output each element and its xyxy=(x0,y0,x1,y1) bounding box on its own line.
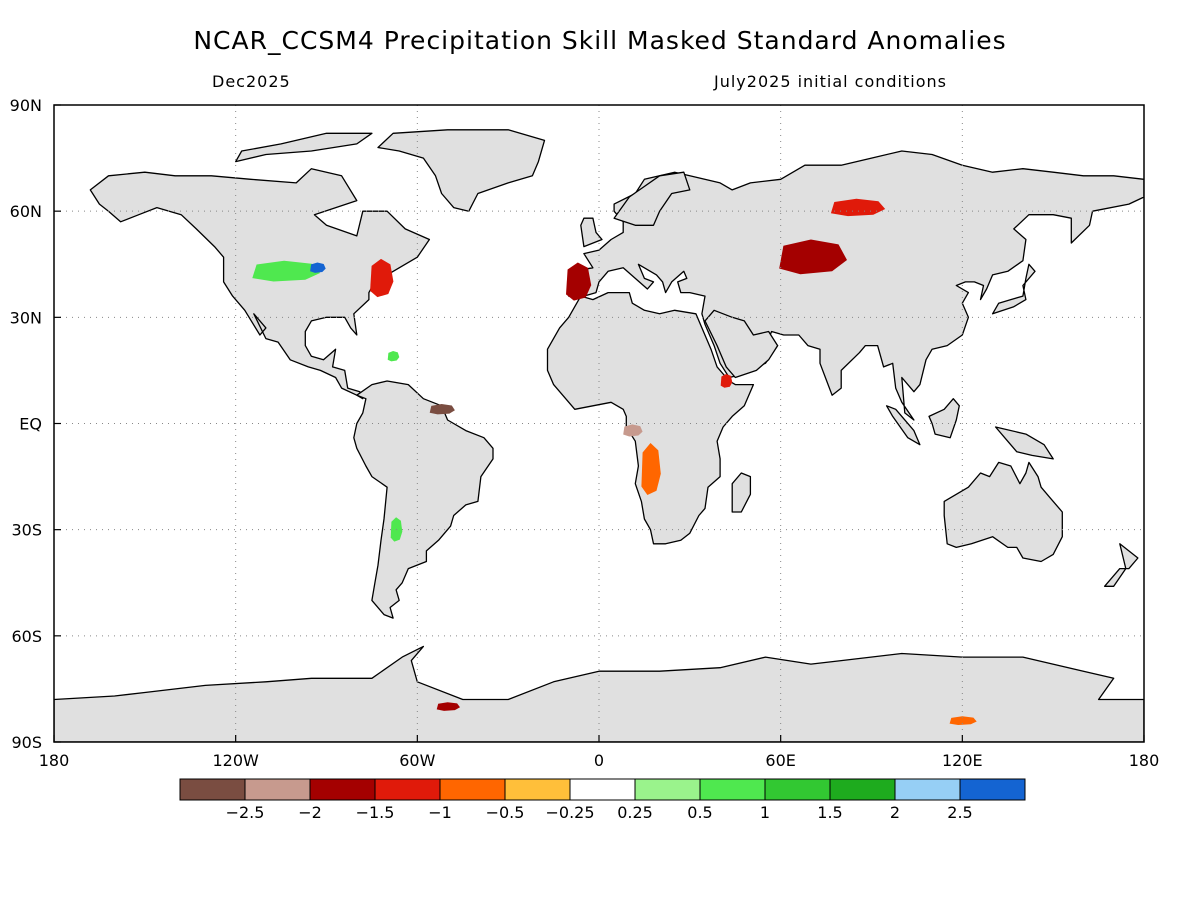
lon-tick-label: 180 xyxy=(1129,751,1160,770)
colorbar-swatch xyxy=(959,778,1026,801)
lat-tick-label: 30N xyxy=(10,308,42,327)
anomaly-horn-africa-dry xyxy=(720,374,733,388)
colorbar-swatch xyxy=(504,778,571,801)
anomaly-great-lakes-wet xyxy=(310,262,326,273)
colorbar-label: 0.5 xyxy=(687,803,712,822)
anomaly-us-northeast-dry xyxy=(370,258,394,298)
lat-tick-label: 90S xyxy=(11,733,42,752)
lon-tick-label: 60W xyxy=(399,751,435,770)
anomaly-guiana-dry xyxy=(429,404,455,415)
colorbar-swatch xyxy=(309,778,376,801)
colorbar-swatch xyxy=(569,778,636,801)
anomaly-angola-dry xyxy=(641,443,661,495)
colorbar-label: 0.25 xyxy=(617,803,653,822)
anomaly-layer xyxy=(252,198,977,725)
anomaly-antarctica-dry-2 xyxy=(949,716,977,725)
colorbar: −2.5 −2 −1.5 −1 −0.5 −0.25 0.25 0.5 1 1.5 2 2.5 xyxy=(179,778,1026,822)
landmass-new-zealand xyxy=(1103,543,1139,587)
landmass-scandinavia-cap xyxy=(613,171,691,226)
anomaly-kazakhstan-dry xyxy=(779,239,847,275)
landmass-north-america xyxy=(89,168,431,400)
landmass-uk xyxy=(580,217,603,248)
colorbar-label: 1.5 xyxy=(817,803,842,822)
colorbar-label: 2 xyxy=(890,803,900,822)
lat-tick-label: 60S xyxy=(11,627,42,646)
anomaly-central-africa-dry xyxy=(623,424,643,437)
colorbar-swatch xyxy=(244,778,311,801)
colorbar-label: −1 xyxy=(428,803,452,822)
landmass-madagascar xyxy=(731,472,752,513)
landmass-greenland xyxy=(377,129,546,212)
lon-tick-label: 180 xyxy=(39,751,70,770)
gridlines xyxy=(54,105,1144,742)
landmass-south-america xyxy=(353,380,494,619)
colorbar-swatch xyxy=(699,778,766,801)
lon-tick-label: 120W xyxy=(212,751,259,770)
landmass-eurasia xyxy=(568,150,1144,421)
colorbar-swatch xyxy=(179,778,246,801)
landmass-africa xyxy=(546,291,755,545)
anomaly-caribbean-wet xyxy=(387,351,400,362)
lon-tick-label: 60E xyxy=(765,751,795,770)
lon-tick-label: 120E xyxy=(942,751,983,770)
landmass-japan xyxy=(991,263,1036,315)
colorbar-label: 1 xyxy=(760,803,770,822)
colorbar-label: −2.5 xyxy=(226,803,265,822)
chart-title: NCAR_CCSM4 Precipitation Skill Masked St… xyxy=(193,26,1007,55)
anomaly-us-north-central-wet xyxy=(252,260,321,282)
lat-tick-label: 90N xyxy=(10,96,42,115)
colorbar-swatch xyxy=(634,778,701,801)
anomaly-iberia-dry xyxy=(566,262,592,301)
lat-tick-label: 30S xyxy=(11,521,42,540)
landmass-australia xyxy=(943,461,1063,563)
landmass-canada-islands xyxy=(235,132,373,163)
colorbar-label: 2.5 xyxy=(947,803,972,822)
lat-tick-label: 60N xyxy=(10,202,42,221)
initial-conditions: July2025 initial conditions xyxy=(714,72,947,91)
colorbar-swatch xyxy=(374,778,441,801)
colorbar-label: −0.5 xyxy=(486,803,525,822)
lat-tick-label: EQ xyxy=(19,415,42,434)
landmass-borneo xyxy=(928,398,960,439)
anomaly-siberia-dry xyxy=(830,198,886,217)
colorbar-label: −2 xyxy=(298,803,322,822)
anomaly-antarctica-dry-1 xyxy=(436,702,460,711)
colorbar-label: −0.25 xyxy=(545,803,594,822)
colorbar-swatch xyxy=(439,778,506,801)
colorbar-swatch xyxy=(894,778,961,801)
lon-tick-label: 0 xyxy=(594,751,604,770)
landmass-antarctica xyxy=(54,645,1144,742)
landmass-new-guinea xyxy=(994,426,1054,460)
colorbar-label: −1.5 xyxy=(356,803,395,822)
forecast-month: Dec2025 xyxy=(212,72,291,91)
landmass-sumatra xyxy=(885,405,921,446)
colorbar-swatch xyxy=(829,778,896,801)
colorbar-swatch xyxy=(764,778,831,801)
